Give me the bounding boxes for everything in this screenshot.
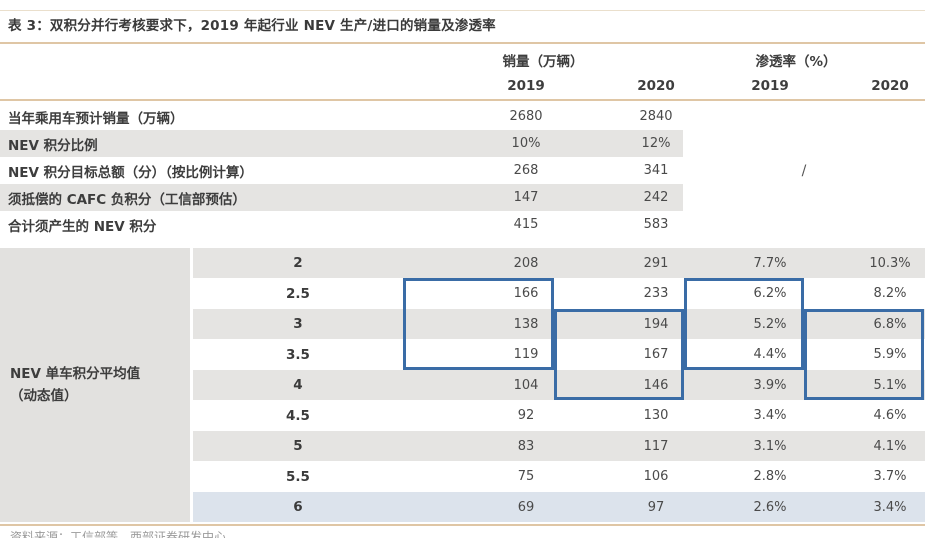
table-row: 4 104 146 3.9% 5.1% [193, 370, 925, 400]
cell-pen-2020: 4.1% [873, 438, 907, 454]
column-header-sales-2020: 2020 [637, 78, 675, 94]
avg-score-label: 5 [293, 438, 303, 454]
cell-pen-2020: 6.8% [873, 316, 907, 332]
avg-score-label: 4.5 [286, 407, 310, 424]
table-row: 6 69 97 2.6% 3.4% [193, 492, 925, 522]
cell-sales-2019: 268 [513, 163, 539, 178]
cell-pen-2020: 3.4% [873, 499, 907, 515]
table-row: 2.5 166 233 6.2% 8.2% [193, 278, 925, 309]
avg-score-label: 6 [293, 499, 303, 515]
cell-sales-2020: 167 [643, 347, 669, 362]
column-group-penetration: 渗透率（%） [755, 54, 837, 70]
table-row: 4.5 92 130 3.4% 4.6% [193, 400, 925, 431]
avg-score-label: 3.5 [286, 346, 310, 363]
cell-sales-2019: 83 [517, 438, 535, 454]
table-row: NEV 积分目标总额（分）（按比例计算） 268 341 [0, 157, 683, 184]
cell-sales-2019: 166 [513, 286, 539, 301]
table-row: 合计须产生的 NEV 积分 415 583 [0, 211, 683, 238]
row-group-label-line1: NEV 单车积分平均值 [10, 366, 141, 382]
avg-score-label: 2.5 [286, 285, 310, 302]
divider-under-title [0, 42, 925, 44]
cell-sales-2020: 341 [643, 163, 669, 178]
divider-bottom [0, 524, 925, 526]
cell-pen-2020: 5.9% [873, 347, 907, 362]
cell-sales-2020: 233 [643, 286, 669, 301]
cell-sales-2020: 2840 [639, 109, 673, 124]
column-header-pen-2019: 2019 [751, 78, 789, 94]
cell-sales-2019: 147 [513, 190, 539, 205]
cell-sales-2019: 104 [513, 377, 539, 393]
row-group-label: NEV 单车积分平均值 （动态值） [0, 248, 190, 522]
row-label: 须抵偿的 CAFC 负积分（工信部预估） [8, 191, 246, 208]
cell-sales-2019: 208 [513, 255, 539, 271]
table-row: NEV 积分比例 10% 12% [0, 130, 683, 157]
row-label: 合计须产生的 NEV 积分 [8, 218, 157, 235]
column-header-pen-2020: 2020 [871, 78, 909, 94]
cell-pen-2019: 6.2% [753, 286, 787, 301]
avg-score-label: 4 [293, 377, 303, 393]
cell-pen-2019: 3.9% [753, 377, 787, 393]
column-header-sales-2019: 2019 [507, 78, 545, 94]
cell-pen-2020: 3.7% [873, 469, 907, 484]
cell-sales-2019: 75 [517, 469, 535, 484]
cell-sales-2020: 130 [643, 408, 669, 423]
cell-sales-2020: 106 [643, 469, 669, 484]
avg-score-label: 2 [293, 255, 303, 271]
cell-sales-2019: 92 [517, 408, 535, 423]
table-row: 2 208 291 7.7% 10.3% [193, 248, 925, 278]
row-label: 当年乘用车预计销量（万辆） [8, 110, 184, 127]
table-row: 3.5 119 167 4.4% 5.9% [193, 339, 925, 370]
cell-sales-2019: 69 [517, 499, 535, 515]
table-row: 5 83 117 3.1% 4.1% [193, 431, 925, 461]
cell-sales-2019: 10% [511, 136, 541, 151]
cell-pen-2019: 3.1% [753, 438, 787, 454]
table-row: 5.5 75 106 2.8% 3.7% [193, 461, 925, 492]
cell-pen-2020: 8.2% [873, 286, 907, 301]
cell-pen-2020: 10.3% [869, 255, 911, 271]
avg-score-label: 5.5 [286, 468, 310, 485]
column-group-sales: 销量（万辆） [502, 54, 584, 70]
divider-top [0, 10, 925, 11]
cell-sales-2019: 415 [513, 217, 539, 232]
cell-pen-2019: 3.4% [753, 408, 787, 423]
source-note: 资料来源：工信部等，西部证券研发中心 [10, 530, 227, 538]
cell-pen-2019: 4.4% [753, 347, 787, 362]
row-label: NEV 积分比例 [8, 137, 98, 154]
divider-under-header [0, 99, 925, 101]
cell-sales-2020: 583 [643, 217, 669, 232]
row-group-label-line2: （动态值） [10, 388, 78, 404]
cell-sales-2020: 291 [643, 255, 669, 271]
cell-sales-2019: 119 [513, 347, 539, 362]
cell-pen-2019: 5.2% [753, 316, 787, 332]
avg-score-label: 3 [293, 316, 303, 332]
cell-pen-2019: 7.7% [753, 255, 787, 271]
cell-pen-2020: 4.6% [873, 408, 907, 423]
cell-sales-2019: 2680 [509, 109, 543, 124]
penetration-merged-cell: / [683, 103, 925, 238]
row-label: NEV 积分目标总额（分）（按比例计算） [8, 164, 253, 181]
cell-pen-2019: 2.8% [753, 469, 787, 484]
cell-sales-2020: 97 [647, 499, 665, 515]
cell-sales-2020: 194 [643, 316, 669, 332]
table-row: 当年乘用车预计销量（万辆） 2680 2840 [0, 103, 683, 130]
cell-sales-2020: 146 [643, 377, 669, 393]
cell-pen-2020: 5.1% [873, 377, 907, 393]
cell-sales-2020: 12% [641, 136, 671, 151]
cell-sales-2020: 242 [643, 190, 669, 205]
table-title: 表 3：双积分并行考核要求下，2019 年起行业 NEV 生产/进口的销量及渗透… [8, 18, 496, 34]
table-row: 须抵偿的 CAFC 负积分（工信部预估） 147 242 [0, 184, 683, 211]
cell-sales-2020: 117 [643, 438, 669, 454]
cell-sales-2019: 138 [513, 316, 539, 332]
table-row: 3 138 194 5.2% 6.8% [193, 309, 925, 339]
cell-pen-2019: 2.6% [753, 499, 787, 515]
